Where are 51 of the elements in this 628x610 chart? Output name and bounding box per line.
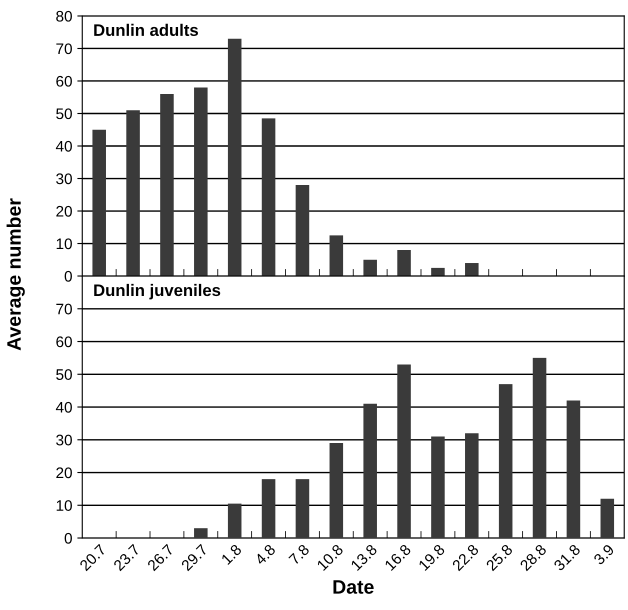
bar [160, 94, 174, 276]
y-tick-label: 60 [56, 76, 72, 87]
y-tick-label: 40 [56, 402, 72, 413]
chart-title: Dunlin adults [94, 24, 198, 36]
bar [397, 250, 411, 276]
bar [397, 364, 411, 538]
bar [262, 118, 276, 276]
y-tick-label: 10 [56, 500, 72, 511]
bar [92, 130, 106, 276]
x-tick-label: 4.8 [254, 544, 276, 566]
x-tick-label: 31.8 [553, 544, 581, 572]
y-tick-label: 70 [56, 304, 72, 314]
bar [465, 433, 479, 538]
y-tick-label: 30 [56, 434, 72, 446]
bar [600, 498, 614, 538]
y-tick-label: 10 [56, 238, 72, 250]
y-tick-label: 30 [56, 173, 72, 184]
bar [465, 263, 479, 276]
bar [363, 404, 377, 538]
bar [194, 528, 208, 538]
bar [363, 260, 377, 276]
x-axis-title: Date [333, 580, 374, 594]
y-tick-label: 40 [56, 140, 72, 152]
y-tick-label: 80 [56, 10, 72, 22]
y-tick-label: 20 [56, 467, 72, 478]
bar [194, 87, 208, 276]
y-tick-label: 20 [56, 206, 72, 217]
bar [498, 384, 512, 538]
y-axis-title: Average number [6, 198, 25, 350]
bar [228, 504, 242, 538]
bar [431, 436, 445, 538]
bar [296, 479, 310, 538]
bar [330, 443, 344, 538]
bar [532, 358, 546, 538]
chart-title: Dunlin juveniles [94, 284, 220, 300]
x-tick-label: 7.8 [288, 544, 310, 566]
bar [566, 400, 580, 538]
y-tick-label: 50 [56, 369, 72, 380]
bar [296, 185, 310, 276]
y-tick-label: 60 [56, 336, 72, 348]
bar [431, 268, 445, 276]
y-tick-label: 0 [64, 270, 72, 282]
x-tick-label: 1.8 [220, 544, 242, 566]
x-tick-label: 3.9 [592, 544, 615, 566]
bar [126, 110, 140, 276]
bar [330, 235, 344, 276]
y-tick-label: 50 [56, 108, 72, 120]
y-tick-label: 70 [56, 43, 72, 54]
bar [262, 479, 276, 538]
bar [228, 38, 242, 276]
y-tick-label: 0 [64, 532, 72, 544]
